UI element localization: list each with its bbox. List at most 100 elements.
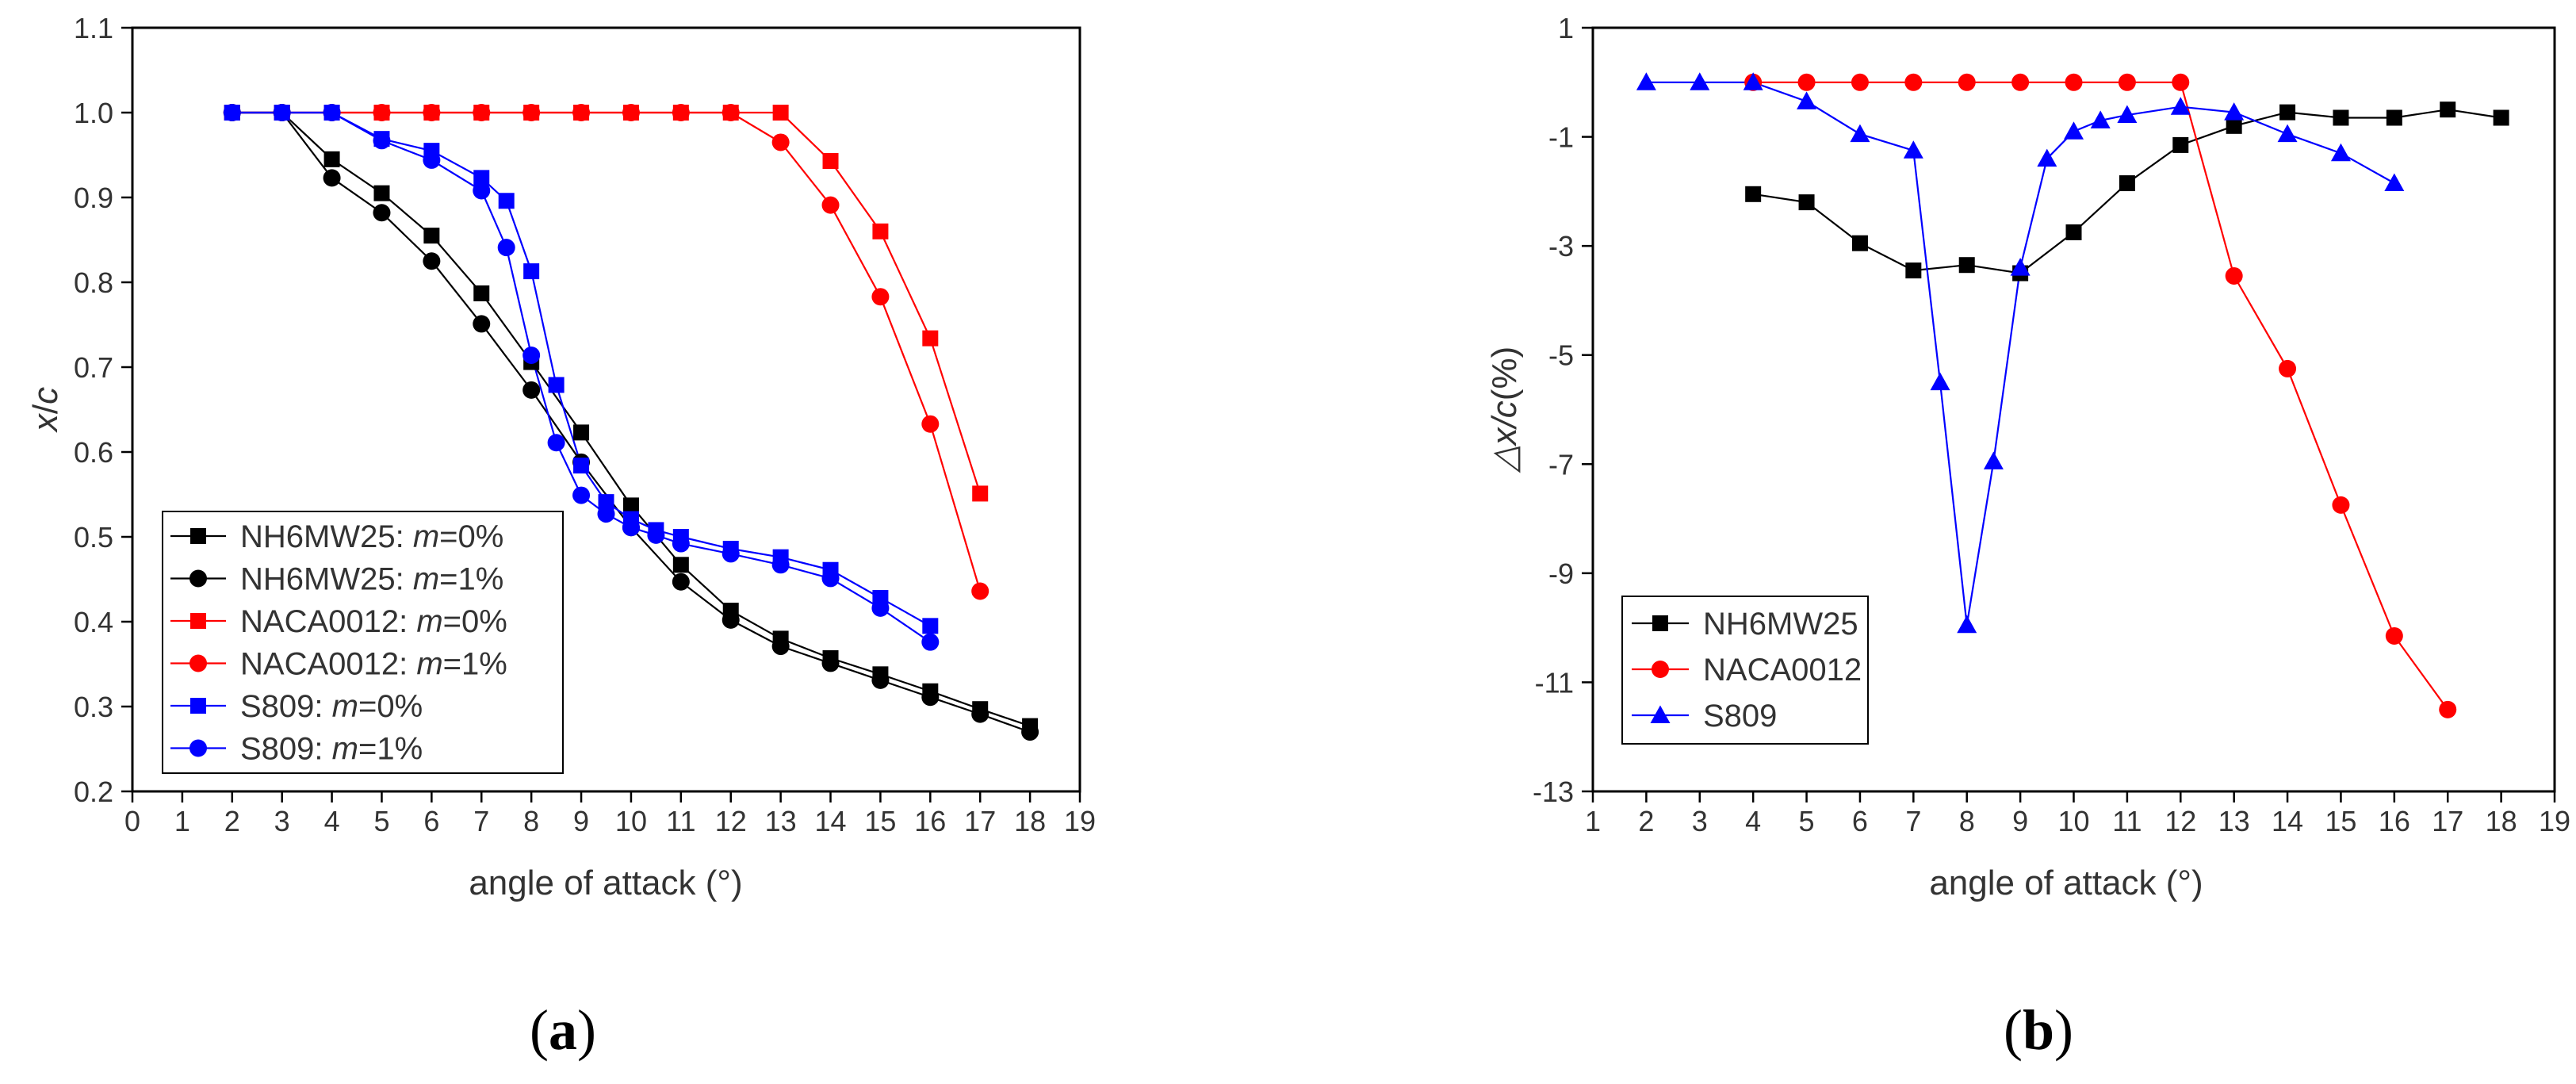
x-tick-label: 5 xyxy=(1799,805,1815,837)
data-point xyxy=(2170,97,2191,115)
data-point xyxy=(598,494,614,511)
x-tick-label: 6 xyxy=(1852,805,1868,837)
data-point xyxy=(2279,104,2296,121)
data-point xyxy=(497,239,515,257)
x-tick-label: 11 xyxy=(666,805,695,837)
legend-marker xyxy=(1652,661,1669,678)
legend-a: NH6MW25: m=0% NH6MW25: m=1% NACA0012: m=0%… xyxy=(162,511,564,774)
data-point xyxy=(722,611,740,629)
x-tick-label: 19 xyxy=(1064,805,1096,837)
x-tick-label: 18 xyxy=(2486,805,2517,837)
legend-label: NACA0012: m=1% xyxy=(240,647,507,682)
y-tick-label: 0.4 xyxy=(74,606,113,638)
x-tick-label: 7 xyxy=(473,805,489,837)
data-point xyxy=(1021,723,1039,741)
x-tick-label: 0 xyxy=(124,805,140,837)
data-point xyxy=(498,193,515,209)
data-point xyxy=(2011,73,2030,91)
data-point xyxy=(921,415,940,433)
data-point xyxy=(522,104,541,121)
data-point xyxy=(2010,258,2031,276)
data-point xyxy=(548,377,565,393)
x-tick-label: 12 xyxy=(2165,805,2196,837)
data-point xyxy=(1958,73,1976,91)
data-point xyxy=(323,104,341,121)
data-point xyxy=(2277,124,2298,143)
data-point xyxy=(1850,124,1870,143)
data-point xyxy=(871,288,890,306)
x-tick-label: 2 xyxy=(1638,805,1654,837)
x-tick-label: 18 xyxy=(1014,805,1046,837)
y-tick-label: -5 xyxy=(1548,339,1574,372)
y-tick-label: -9 xyxy=(1548,557,1574,590)
x-tick-label: 17 xyxy=(964,805,996,837)
data-point xyxy=(771,133,790,151)
legend-marker xyxy=(189,569,207,588)
data-point xyxy=(771,638,790,656)
data-point xyxy=(522,347,541,365)
data-point xyxy=(2225,266,2243,285)
data-point xyxy=(2226,117,2242,134)
data-point xyxy=(2493,109,2509,126)
data-point xyxy=(1743,72,1763,90)
data-point xyxy=(872,223,889,239)
data-point xyxy=(1930,372,1950,391)
data-point xyxy=(921,688,940,707)
data-point xyxy=(573,424,590,441)
data-point xyxy=(647,526,665,544)
y-tick-label: 0.5 xyxy=(74,521,113,553)
data-point xyxy=(547,434,565,452)
data-point xyxy=(323,169,341,187)
x-axis-label-b: angle of attack (°) xyxy=(1929,864,2203,902)
data-point xyxy=(871,671,890,689)
series-line xyxy=(1646,81,2395,626)
data-point xyxy=(1904,73,1923,91)
x-tick-label: 15 xyxy=(2325,805,2356,837)
data-point xyxy=(2117,105,2138,124)
legend-marker xyxy=(189,654,207,672)
data-point xyxy=(672,534,690,553)
x-tick-label: 2 xyxy=(224,805,240,837)
y-tick-label: 0.2 xyxy=(74,776,113,808)
x-tick-marks-a: 0 1 2 3 4 5 6 7 8 9 10 11 12 13 14 15 16 17 18 19 xyxy=(124,791,1096,837)
legend-label: S809: m=0% xyxy=(240,689,423,724)
data-point xyxy=(672,573,690,591)
data-point xyxy=(1957,615,1977,634)
y-tick-label: 0.3 xyxy=(74,691,113,723)
x-tick-label: 10 xyxy=(2057,805,2089,837)
y-axis-label-a: x/c xyxy=(26,387,65,433)
series-line xyxy=(1753,81,2449,711)
data-point xyxy=(2037,148,2057,167)
data-point xyxy=(672,557,689,573)
data-point xyxy=(523,263,540,280)
data-point xyxy=(871,599,890,617)
data-point xyxy=(597,505,615,523)
y-tick-label: -1 xyxy=(1548,121,1574,154)
data-point xyxy=(1798,194,1815,211)
data-point xyxy=(822,152,839,169)
data-point xyxy=(2172,73,2190,91)
data-point xyxy=(1690,72,1710,90)
data-point xyxy=(922,618,939,634)
legend-label: NH6MW25: m=1% xyxy=(240,562,503,597)
data-point xyxy=(373,104,391,121)
x-tick-label: 15 xyxy=(864,805,896,837)
data-point xyxy=(2333,109,2349,126)
legend-label: S809: m=1% xyxy=(240,732,423,767)
x-tick-label: 8 xyxy=(1959,805,1975,837)
data-point xyxy=(2332,496,2350,514)
y-tick-label: 0.8 xyxy=(74,266,113,299)
data-point xyxy=(2065,224,2082,240)
legend-marker xyxy=(1652,615,1668,631)
data-point xyxy=(223,104,241,121)
x-tick-label: 13 xyxy=(2218,805,2250,837)
data-point xyxy=(423,151,441,169)
y-tick-label: -11 xyxy=(1535,666,1574,699)
data-point xyxy=(423,104,441,121)
x-tick-label: 11 xyxy=(2112,805,2142,837)
y-tick-marks-a: 0.2 0.3 0.4 0.5 0.6 0.7 0.8 0.9 1.0 1.1 xyxy=(74,12,132,808)
data-point xyxy=(821,569,840,588)
data-point xyxy=(2386,109,2402,126)
x-tick-label: 3 xyxy=(274,805,290,837)
x-axis-label-a: angle of attack (°) xyxy=(469,864,742,902)
